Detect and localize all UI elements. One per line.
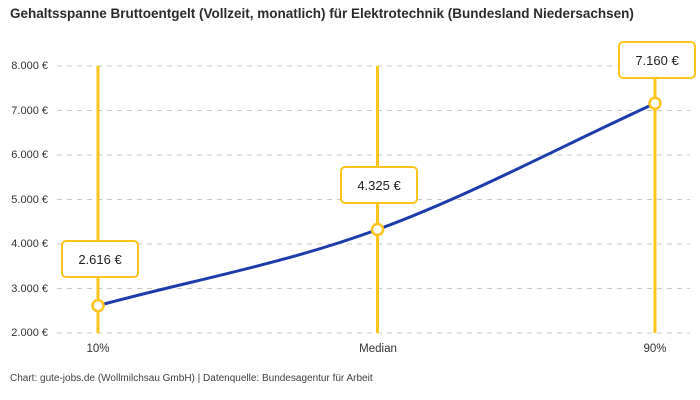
x-tick-median: Median — [359, 343, 397, 355]
y-tick-5000: 5.000 € — [11, 193, 48, 206]
chart-title: Gehaltsspanne Bruttoentgelt (Vollzeit, m… — [10, 6, 634, 21]
y-tick-7000: 7.000 € — [11, 104, 48, 117]
value-label-median: 4.325 € — [340, 166, 418, 204]
marker-median — [370, 222, 385, 237]
x-tick-90pct: 90% — [643, 343, 667, 355]
value-label-10pct: 2.616 € — [61, 240, 139, 278]
y-tick-6000: 6.000 € — [11, 149, 48, 161]
chart-attribution: Chart: gute-jobs.de (Wollmilchsau GmbH) … — [10, 373, 373, 384]
y-tick-3000: 3.000 € — [11, 282, 48, 295]
value-label-90pct: 7.160 € — [618, 41, 696, 79]
y-tick-8000: 8.000 € — [11, 60, 48, 72]
y-tick-2000: 2.000 € — [11, 327, 48, 339]
y-tick-4000: 4.000 € — [11, 238, 48, 250]
marker-90pct — [648, 96, 662, 111]
x-tick-10pct: 10% — [86, 343, 110, 355]
marker-10pct — [91, 298, 105, 313]
data-markers — [91, 96, 662, 313]
